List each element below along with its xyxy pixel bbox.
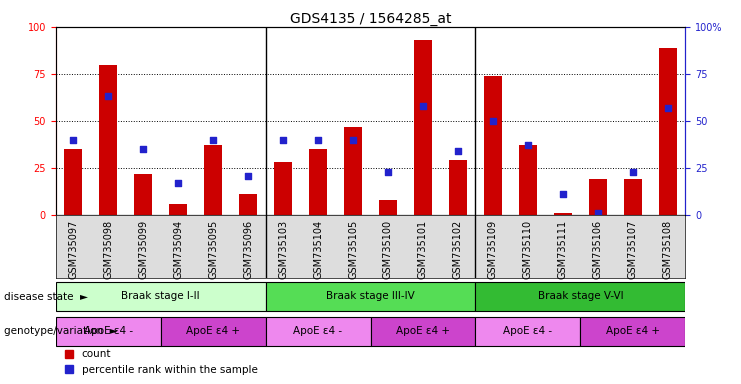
Text: GSM735097: GSM735097 xyxy=(68,220,78,279)
Text: GSM735102: GSM735102 xyxy=(453,220,463,279)
Text: GSM735111: GSM735111 xyxy=(558,220,568,279)
Point xyxy=(662,105,674,111)
Point xyxy=(522,142,534,149)
Bar xyxy=(239,194,257,215)
Text: ApoE ε4 +: ApoE ε4 + xyxy=(396,326,450,336)
Bar xyxy=(161,316,265,346)
Bar xyxy=(205,146,222,215)
Bar xyxy=(370,316,476,346)
Legend: count, percentile rank within the sample: count, percentile rank within the sample xyxy=(61,345,262,379)
Point xyxy=(137,146,149,152)
Point xyxy=(382,169,394,175)
Bar xyxy=(274,162,292,215)
Text: GSM735109: GSM735109 xyxy=(488,220,498,279)
Bar xyxy=(345,127,362,215)
Text: GSM735096: GSM735096 xyxy=(243,220,253,279)
Point xyxy=(207,137,219,143)
Text: ApoE ε4 -: ApoE ε4 - xyxy=(293,326,342,336)
Text: disease state  ►: disease state ► xyxy=(4,291,87,302)
Bar xyxy=(476,316,580,346)
Title: GDS4135 / 1564285_at: GDS4135 / 1564285_at xyxy=(290,12,451,26)
Text: GSM735105: GSM735105 xyxy=(348,220,358,279)
Bar xyxy=(554,213,572,215)
Bar xyxy=(169,204,187,215)
Bar xyxy=(659,48,677,215)
Point xyxy=(67,137,79,143)
Text: ApoE ε4 -: ApoE ε4 - xyxy=(503,326,553,336)
Point xyxy=(172,180,184,186)
Point xyxy=(312,137,324,143)
Point xyxy=(557,191,569,197)
Bar xyxy=(379,200,396,215)
Bar xyxy=(589,179,607,215)
Text: GSM735094: GSM735094 xyxy=(173,220,183,279)
Bar xyxy=(414,40,432,215)
Point xyxy=(277,137,289,143)
Text: Braak stage III-IV: Braak stage III-IV xyxy=(326,291,415,301)
Point xyxy=(242,172,254,179)
Bar xyxy=(265,316,370,346)
Text: GSM735098: GSM735098 xyxy=(103,220,113,279)
Point xyxy=(347,137,359,143)
Bar xyxy=(449,161,467,215)
Text: ApoE ε4 +: ApoE ε4 + xyxy=(186,326,240,336)
Bar xyxy=(580,316,685,346)
Bar xyxy=(64,149,82,215)
Text: ApoE ε4 +: ApoE ε4 + xyxy=(606,326,660,336)
Text: GSM735110: GSM735110 xyxy=(523,220,533,279)
Text: Braak stage V-VI: Braak stage V-VI xyxy=(538,291,623,301)
Point xyxy=(487,118,499,124)
Point xyxy=(452,148,464,154)
Text: GSM735103: GSM735103 xyxy=(278,220,288,279)
Text: GSM735107: GSM735107 xyxy=(628,220,638,279)
Text: GSM735108: GSM735108 xyxy=(663,220,673,279)
Point xyxy=(627,169,639,175)
Bar xyxy=(519,146,536,215)
Text: GSM735095: GSM735095 xyxy=(208,220,218,279)
Point xyxy=(592,210,604,216)
Text: GSM735106: GSM735106 xyxy=(593,220,603,279)
Text: GSM735099: GSM735099 xyxy=(138,220,148,279)
Text: Braak stage I-II: Braak stage I-II xyxy=(122,291,200,301)
Bar xyxy=(134,174,152,215)
Point xyxy=(417,103,429,109)
Bar xyxy=(484,76,502,215)
Text: ApoE ε4 -: ApoE ε4 - xyxy=(84,326,133,336)
Bar xyxy=(56,282,265,311)
Bar xyxy=(265,282,476,311)
Bar xyxy=(309,149,327,215)
Point xyxy=(102,93,114,99)
Text: GSM735100: GSM735100 xyxy=(383,220,393,279)
Text: GSM735104: GSM735104 xyxy=(313,220,323,279)
Bar xyxy=(99,65,117,215)
Text: GSM735101: GSM735101 xyxy=(418,220,428,279)
Bar xyxy=(476,282,685,311)
Bar xyxy=(56,316,161,346)
Text: genotype/variation  ►: genotype/variation ► xyxy=(4,326,117,336)
Bar xyxy=(624,179,642,215)
